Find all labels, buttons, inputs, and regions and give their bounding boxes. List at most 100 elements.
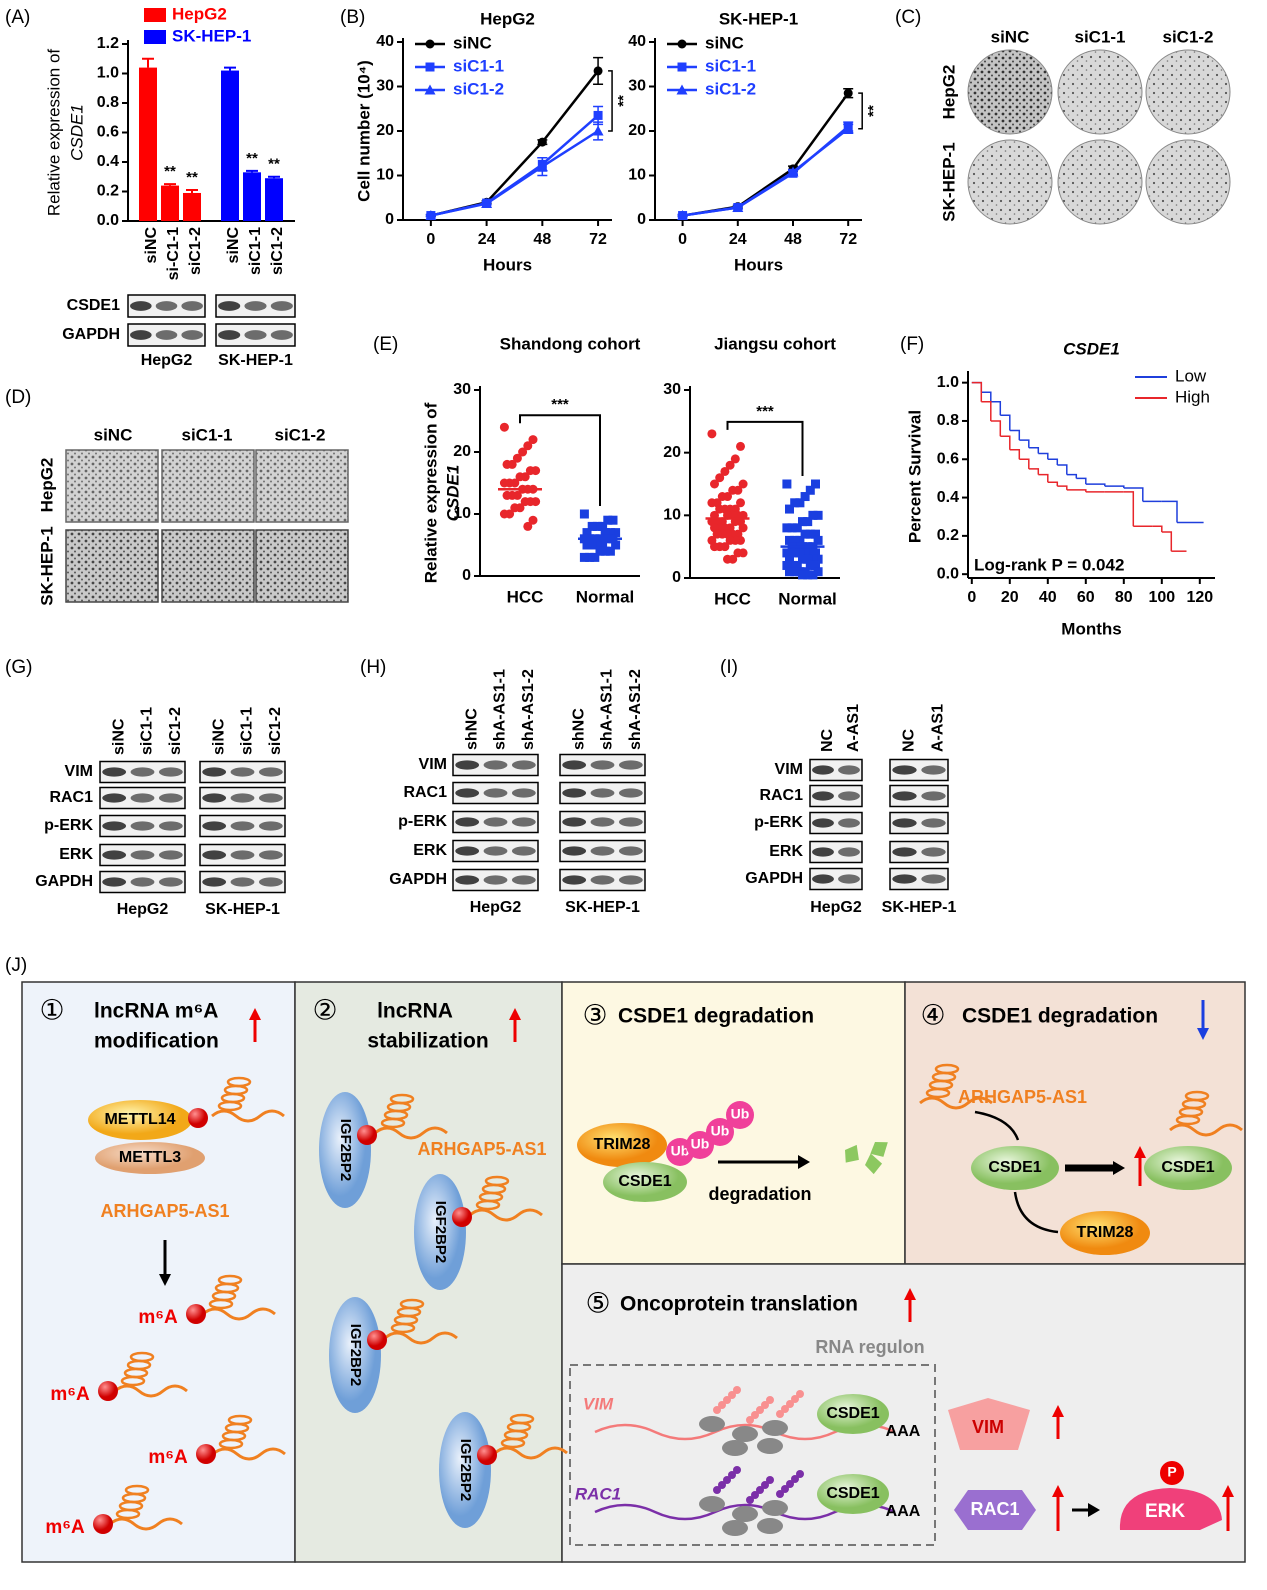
- series-line: [430, 114, 599, 217]
- legend-label: HepG2: [172, 4, 227, 23]
- band: [258, 877, 283, 887]
- plate: [967, 49, 1053, 135]
- survival-step: [981, 391, 992, 402]
- peptide: [746, 1496, 754, 1504]
- y-tick-label: 30: [453, 381, 471, 398]
- marker: [805, 485, 815, 495]
- chart-title: HepG2: [480, 9, 535, 28]
- peptide: [751, 1411, 759, 1419]
- label: lncRNA m⁶A: [94, 1000, 218, 1023]
- rna-loop: [129, 1351, 155, 1363]
- rna: [202, 1307, 276, 1321]
- peptide: [713, 1406, 721, 1414]
- band: [455, 760, 480, 770]
- y-tick-label: 20: [628, 122, 646, 139]
- cell-label: HepG2: [810, 899, 862, 916]
- m6a-site: [357, 1125, 377, 1145]
- m6a-site: [98, 1381, 118, 1401]
- marker: [677, 62, 687, 72]
- band: [130, 330, 152, 340]
- bar: [139, 67, 157, 221]
- band: [812, 791, 834, 801]
- label: ③: [582, 999, 607, 1030]
- m6a-site: [188, 1108, 208, 1128]
- blot-strip: [889, 867, 949, 891]
- y-tick-label: 30: [376, 78, 394, 95]
- blot-strip: [889, 840, 949, 864]
- panel-label: (G): [5, 657, 32, 678]
- row-label: VIM: [419, 756, 447, 773]
- x-tick-label: 24: [729, 231, 747, 248]
- panel-label: (B): [340, 7, 365, 28]
- marker: [592, 125, 604, 136]
- marker: [710, 542, 719, 552]
- marker: [790, 548, 800, 558]
- marker: [528, 435, 538, 445]
- y-tick-label: 0.0: [97, 212, 119, 229]
- x-tick-label: siNC: [143, 227, 160, 264]
- band: [155, 330, 178, 340]
- label: lncRNA: [377, 1000, 453, 1023]
- peptide: [733, 1466, 741, 1474]
- band: [181, 330, 203, 340]
- band: [102, 877, 127, 887]
- plate: [1057, 139, 1143, 225]
- band: [812, 765, 834, 775]
- diagram-box: [21, 981, 296, 1563]
- protein-label: TRIM28: [594, 1136, 651, 1153]
- peptide: [761, 1401, 769, 1409]
- marker: [725, 535, 735, 545]
- lane-label: NC: [819, 728, 836, 752]
- annotation: **: [615, 95, 632, 107]
- label: VIM: [972, 1417, 1004, 1437]
- band: [562, 760, 587, 770]
- band: [130, 793, 155, 803]
- protein-label: IGF2BP2: [432, 1201, 449, 1264]
- rna-loop: [217, 1274, 243, 1286]
- marker: [843, 88, 853, 98]
- marker: [712, 529, 722, 539]
- survival-step: [1047, 481, 1059, 487]
- ribosome: [699, 1416, 725, 1432]
- column-label: siC1-1: [181, 425, 232, 444]
- m6a-label: m⁶A: [45, 1517, 85, 1538]
- y-tick-label: 10: [453, 505, 471, 522]
- label: degradation: [708, 1184, 811, 1204]
- x-tick-label: si-C1-1: [165, 227, 182, 280]
- y-tick-label: 0.4: [97, 153, 119, 170]
- marker: [785, 535, 794, 545]
- marker: [598, 521, 608, 531]
- lane-label: A-AS1: [930, 704, 947, 752]
- lane-label: shA-AS1-1: [599, 669, 616, 750]
- micrograph: [255, 529, 349, 603]
- peptide: [766, 1476, 774, 1484]
- band: [483, 817, 508, 827]
- lane-label: siC1-1: [139, 707, 156, 755]
- panel-label: (E): [373, 334, 398, 355]
- marker: [481, 198, 493, 209]
- micrograph: [161, 529, 255, 603]
- band: [562, 817, 587, 827]
- micrograph: [255, 449, 349, 523]
- peptide: [723, 1476, 731, 1484]
- series-line: [682, 127, 849, 217]
- band: [562, 788, 587, 798]
- survival-step: [1152, 525, 1163, 533]
- m6a-site: [452, 1207, 472, 1227]
- row-label: p-ERK: [44, 817, 93, 834]
- peptide: [713, 1486, 721, 1494]
- micrograph: [161, 449, 255, 523]
- error-bar: [224, 66, 236, 71]
- band: [892, 765, 917, 775]
- arrow-head: [1197, 1028, 1209, 1040]
- marker: [800, 529, 810, 539]
- marker: [813, 554, 823, 564]
- arrow-head: [798, 1155, 810, 1169]
- peptide: [746, 1416, 754, 1424]
- rna: [374, 1126, 448, 1140]
- marker: [803, 570, 813, 580]
- arrow-head: [1134, 1146, 1146, 1158]
- marker: [805, 529, 815, 539]
- marker: [717, 492, 727, 502]
- m6a-label: m⁶A: [50, 1384, 90, 1405]
